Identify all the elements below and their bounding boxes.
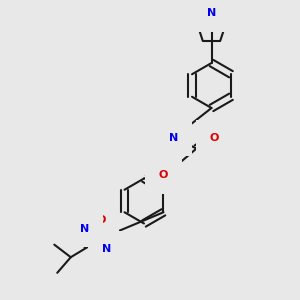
Text: N: N — [80, 224, 90, 234]
Text: O: O — [209, 133, 219, 143]
Text: N: N — [169, 133, 178, 143]
Text: O: O — [159, 170, 168, 181]
Text: N: N — [102, 244, 111, 254]
Text: O: O — [97, 215, 106, 225]
Text: N: N — [207, 8, 216, 19]
